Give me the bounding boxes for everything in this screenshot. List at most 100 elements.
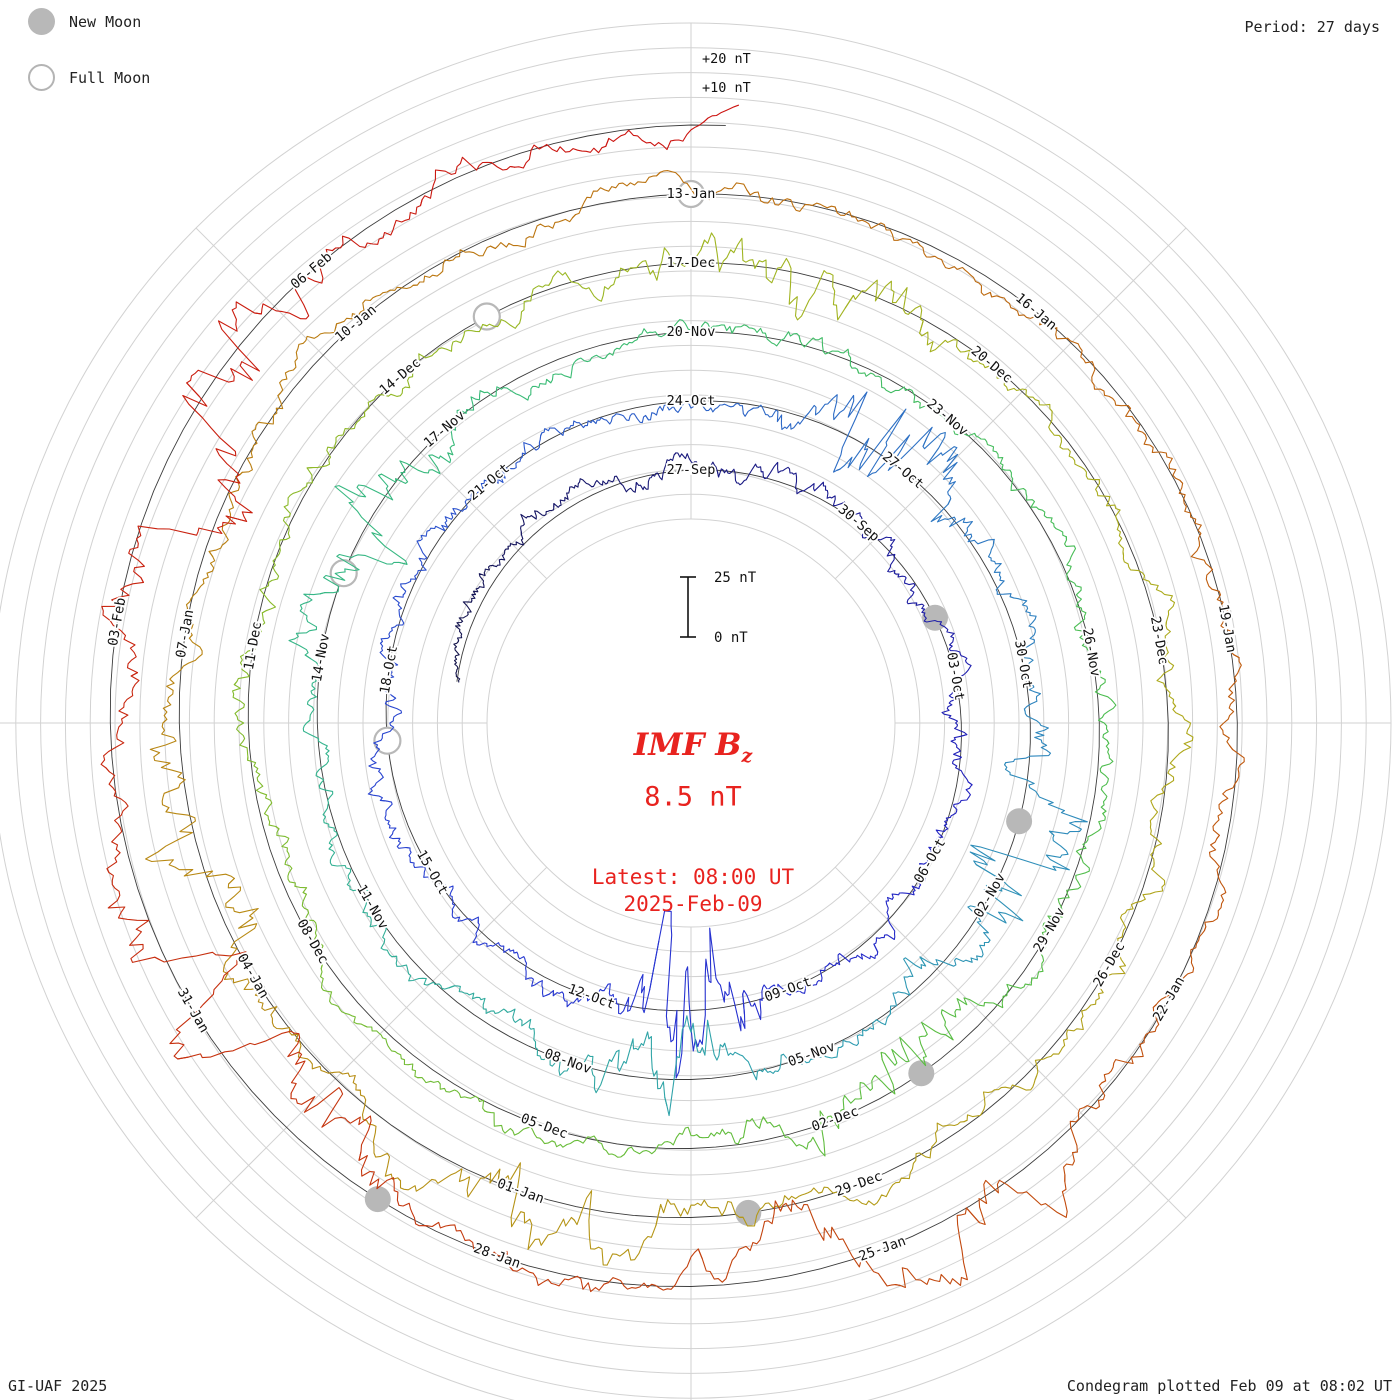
bz-trace-segment [454, 600, 473, 643]
moon-markers [329, 179, 1033, 1226]
date-label: 20-Dec [968, 343, 1016, 387]
grid-spoke [195, 227, 548, 580]
full-moon-icon [28, 64, 55, 91]
bz-trace-segment [870, 534, 900, 575]
bz-trace-segment [545, 988, 605, 1008]
bz-trace-segment [232, 681, 249, 761]
bz-trace-segment [746, 189, 838, 214]
date-label: 31-Jan [174, 985, 212, 1035]
bz-trace-segment [288, 592, 326, 660]
bz-trace-segment [1205, 565, 1240, 659]
date-label: 24-Oct [667, 393, 716, 409]
grid-spoke [834, 227, 1187, 580]
bz-trace-segment [1063, 1080, 1107, 1182]
bz-trace-segment [919, 320, 992, 369]
bz-trace-segment [649, 910, 699, 1079]
legend-full-moon-row: Full Moon [28, 64, 150, 91]
grid-spoke [834, 866, 1187, 1219]
bz-trace-segment [965, 1174, 1068, 1226]
bz-trace-segment [291, 1033, 361, 1091]
bz-trace-segment [367, 746, 388, 802]
bz-trace-segment [1064, 536, 1082, 609]
bz-trace-segment [963, 1075, 1038, 1123]
bz-trace-segment [275, 825, 308, 895]
bz-trace-segment [742, 983, 793, 1021]
bz-trace-segment [154, 951, 247, 1060]
bz-trace-segment [391, 955, 455, 990]
bz-trace-segment [889, 956, 927, 1015]
bz-trace-segment [943, 781, 973, 826]
latest-time-label: Latest: 08:00 UT [591, 865, 795, 889]
bz-trace-segment [818, 1177, 906, 1206]
bz-trace-segment [930, 498, 995, 545]
bz-trace-segment [919, 823, 949, 865]
bz-trace-segment [378, 452, 454, 484]
bz-trace-segment [397, 1168, 501, 1198]
bz-trace-segment [400, 539, 428, 596]
chart-title-main: IMF B [633, 726, 742, 763]
chart-title-subscript: z [741, 745, 753, 768]
bz-trace-segment [253, 247, 337, 320]
bz-trace-segment [547, 1054, 613, 1094]
date-label: 12-Oct [566, 981, 617, 1013]
bz-trace-segment [355, 1089, 402, 1182]
bz-trace-segment [247, 756, 280, 830]
bz-trace-segment [760, 461, 803, 495]
bz-trace-segment [470, 564, 498, 603]
bz-trace-segment [922, 431, 959, 505]
bz-trace-segment [780, 1199, 901, 1287]
bz-trace-segment [405, 846, 448, 887]
date-label: 14-Nov [309, 632, 333, 683]
bz-trace-segment [363, 1025, 423, 1079]
date-label: 27-Oct [879, 449, 927, 493]
bz-trace [100, 104, 1245, 1293]
zero-nt-spiral [109, 124, 1238, 1287]
bz-trace-segment [100, 672, 140, 773]
bz-trace-segment [780, 1045, 844, 1065]
bz-trace-segment [448, 985, 508, 1015]
bz-trace-segment [665, 319, 736, 335]
bz-trace-segment [804, 391, 868, 473]
chart-title: IMF Bz [634, 727, 753, 767]
bz-trace-segment [664, 1015, 726, 1117]
bz-trace-segment [856, 368, 919, 403]
bz-trace-segment [1152, 926, 1207, 1008]
bz-trace-segment [224, 972, 299, 1036]
bz-trace-segment [379, 799, 411, 849]
bz-trace-segment [1101, 1004, 1160, 1084]
bz-trace-segment [301, 891, 324, 970]
bz-trace-segment [987, 538, 1015, 599]
bz-trace-segment [894, 1207, 980, 1289]
bz-trace-segment [328, 844, 370, 902]
bz-trace-segment [570, 1190, 662, 1266]
bz-trace-segment [484, 1110, 556, 1145]
bz-trace-segment [843, 501, 878, 541]
bz-trace-segment [731, 324, 801, 347]
bz-trace-segment [913, 400, 977, 437]
legend-new-moon-row: New Moon [28, 8, 141, 35]
bz-trace-segment [941, 689, 968, 737]
bz-trace-segment [1081, 936, 1127, 1012]
bz-trace-segment [505, 1008, 551, 1061]
grid-spoke [195, 866, 548, 1219]
bz-trace-segment [840, 1009, 892, 1048]
date-label: 20-Nov [667, 324, 716, 340]
bz-trace-segment [1203, 834, 1227, 932]
bz-trace-segment [605, 117, 709, 151]
bz-trace-segment [645, 400, 701, 421]
full-moon-marker [373, 726, 402, 755]
bz-trace-segment [463, 471, 506, 511]
new-moon-icon [28, 8, 55, 35]
plus-20-nt-label: +20 nT [702, 51, 751, 67]
bz-trace-segment [373, 695, 403, 750]
bz-trace-segment [1099, 739, 1114, 815]
bz-trace-segment [548, 267, 629, 302]
amplitude-scale-labels: +20 nT +10 nT [702, 51, 751, 96]
bz-trace-segment [604, 328, 670, 359]
bz-trace-segment [697, 1200, 784, 1283]
bz-trace-segment [1041, 874, 1082, 942]
bz-trace-segment [895, 573, 926, 610]
bz-trace-segment [891, 863, 926, 900]
legend-new-moon-label: New Moon [69, 12, 142, 31]
